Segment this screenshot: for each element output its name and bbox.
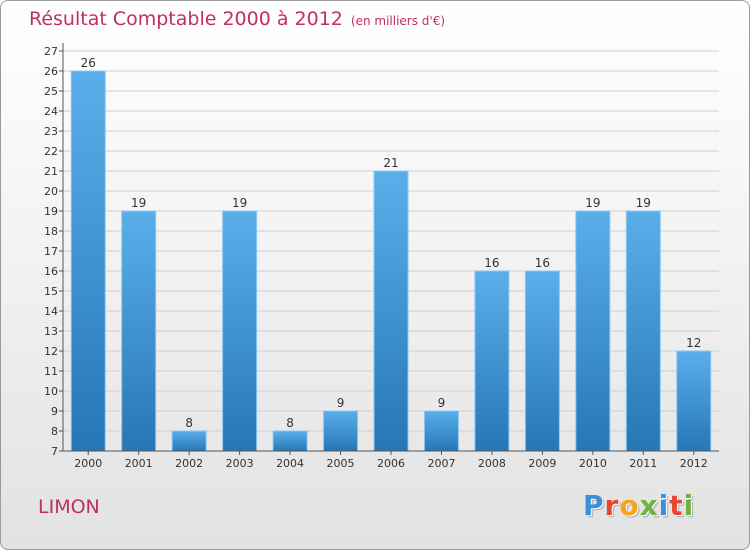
logo-letter: t: [669, 489, 684, 522]
y-tick-label: 21: [44, 165, 58, 178]
x-tick-label: 2006: [377, 457, 405, 470]
data-label: 26: [81, 56, 96, 70]
bar: [575, 210, 611, 452]
chart-title-text: Résultat Comptable 2000 à 2012: [29, 8, 343, 30]
x-tick-label: 2012: [680, 457, 708, 470]
y-tick-label: 13: [44, 325, 58, 338]
y-tick-label: 14: [44, 305, 58, 318]
data-label: 19: [585, 196, 600, 210]
x-tick-label: 2009: [528, 457, 556, 470]
bar: [323, 410, 359, 452]
proxiti-logo[interactable]: Proxiti: [583, 489, 694, 522]
bar: [423, 410, 459, 452]
x-tick-label: 2000: [74, 457, 102, 470]
bar: [524, 270, 560, 452]
y-tick-label: 10: [44, 385, 58, 398]
y-tick-label: 18: [44, 225, 58, 238]
x-tick-label: 2007: [427, 457, 455, 470]
commune-name: LIMON: [38, 496, 100, 518]
data-label: 12: [686, 336, 701, 350]
x-tick-label: 2011: [629, 457, 657, 470]
x-tick-label: 2003: [226, 457, 254, 470]
logo-letter: i: [658, 489, 670, 522]
data-label: 8: [185, 416, 193, 430]
y-tick-label: 22: [44, 145, 58, 158]
bars: [70, 70, 712, 452]
y-tick-label: 16: [44, 265, 58, 278]
logo-letter: P: [583, 489, 605, 522]
y-tick-label: 20: [44, 185, 58, 198]
bar: [121, 210, 157, 452]
data-label: 16: [484, 256, 499, 270]
x-tick-label: 2005: [327, 457, 355, 470]
y-tick-label: 7: [51, 445, 58, 458]
bar: [474, 270, 510, 452]
x-tick-label: 2010: [579, 457, 607, 470]
bar: [171, 430, 207, 452]
data-label: 19: [232, 196, 247, 210]
y-tick-label: 25: [44, 85, 58, 98]
data-label: 16: [535, 256, 550, 270]
y-tick-label: 27: [44, 45, 58, 58]
y-tick-label: 17: [44, 245, 58, 258]
data-labels: 26 19 8 19 8 9 21 9 16 16 19 19 12: [81, 56, 702, 430]
x-tick-label: 2002: [175, 457, 203, 470]
x-tick-label: 2001: [125, 457, 153, 470]
x-tick-label: 2008: [478, 457, 506, 470]
bar: [70, 70, 106, 452]
y-tick-label: 19: [44, 205, 58, 218]
data-label: 19: [636, 196, 651, 210]
y-tick-label: 11: [44, 365, 58, 378]
data-label: 8: [286, 416, 294, 430]
y-tick-label: 24: [44, 105, 58, 118]
y-tick-label: 15: [44, 285, 58, 298]
data-label: 9: [337, 396, 345, 410]
logo-letter: i: [683, 489, 695, 522]
y-tick-label: 8: [51, 425, 58, 438]
logo-letter: x: [639, 489, 659, 522]
logo-letter: r: [604, 489, 620, 522]
y-tick-label: 23: [44, 125, 58, 138]
bar: [373, 170, 409, 452]
data-label: 19: [131, 196, 146, 210]
axes: 7 8 9 10 11 12 13 14 15 16 17 18 19 20 21 22 23 24 25 26 27 2…: [44, 43, 719, 470]
chart-title: Résultat Comptable 2000 à 2012 (en millie…: [29, 8, 445, 30]
bar: [676, 350, 712, 452]
y-tick-label: 26: [44, 65, 58, 78]
y-tick-label: 9: [51, 405, 58, 418]
bar: [272, 430, 308, 452]
bar: [625, 210, 661, 452]
logo-letter: o: [619, 489, 640, 522]
y-tick-label: 12: [44, 345, 58, 358]
unit-note: (en milliers d'€): [350, 14, 446, 28]
data-label: 9: [438, 396, 446, 410]
bar: [222, 210, 258, 452]
x-tick-label: 2004: [276, 457, 304, 470]
data-label: 21: [383, 156, 398, 170]
